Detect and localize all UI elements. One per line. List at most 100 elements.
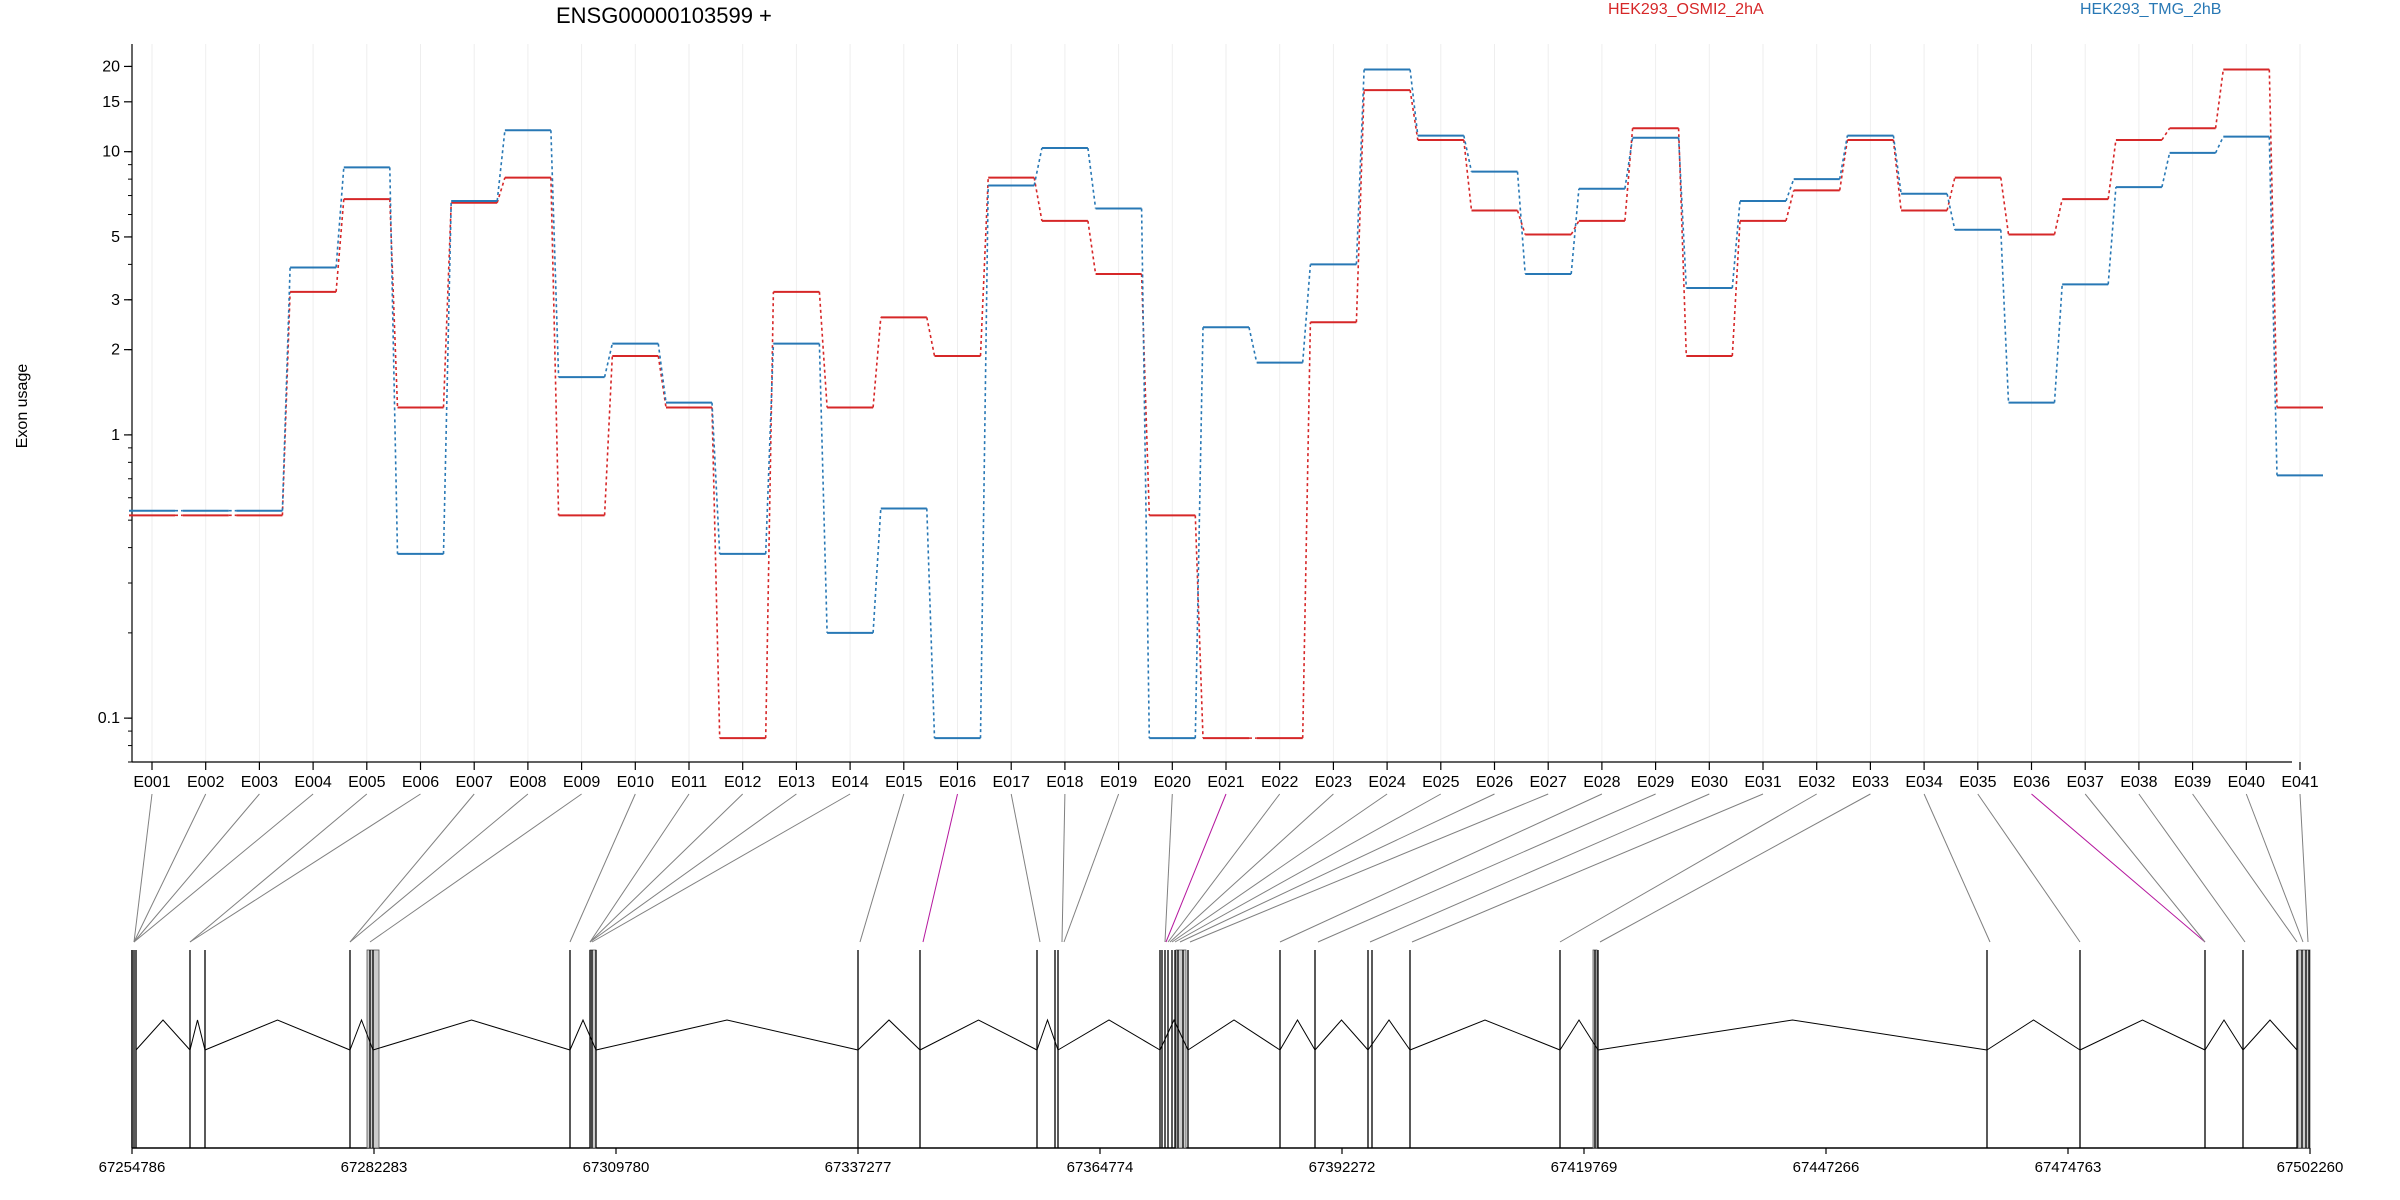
coord-label: 67309780: [583, 1159, 650, 1176]
series-connector: [1892, 139, 1902, 211]
intron: [2204, 1019, 2244, 1051]
exon-connector: [569, 793, 636, 943]
x-tick-label: E029: [1637, 774, 1674, 791]
x-tick-label: E025: [1422, 774, 1459, 791]
exon-connector: [1063, 793, 1120, 943]
exon-connector: [133, 793, 153, 943]
exon-connector: [859, 793, 905, 943]
x-tick-label: E004: [294, 774, 331, 791]
coord-label: 67392272: [1309, 1159, 1376, 1176]
x-tick-label: E007: [456, 774, 493, 791]
exon-connector: [2084, 793, 2206, 943]
x-tick-label: E019: [1100, 774, 1137, 791]
series-connector: [1409, 69, 1419, 136]
series-connector: [2161, 127, 2171, 141]
intron: [595, 1019, 859, 1051]
x-tick-label: E009: [563, 774, 600, 791]
x-tick-label: E016: [939, 774, 976, 791]
intron: [569, 1018, 597, 1051]
x-tick-label: E033: [1852, 774, 1889, 791]
exon-connector: [591, 793, 851, 943]
series-connector: [2214, 136, 2225, 154]
exon-connector: [1165, 793, 1227, 943]
intron: [1279, 1019, 1316, 1051]
exon-connector: [133, 793, 207, 943]
series-connector: [1248, 327, 1258, 363]
series-connector: [281, 291, 291, 516]
exon-connector: [1977, 793, 2081, 943]
exon-connector: [589, 793, 744, 943]
exon-connector: [189, 793, 368, 943]
coord-label: 67474763: [2035, 1159, 2102, 1176]
coord-label: 67364774: [1067, 1159, 1134, 1176]
exon-connector: [1061, 793, 1066, 943]
series-connector: [1677, 137, 1688, 289]
series-connector: [2268, 136, 2278, 476]
x-tick-label: E026: [1476, 774, 1513, 791]
series-connector: [389, 199, 399, 408]
series-connector: [496, 177, 506, 204]
series-connector: [2214, 69, 2225, 129]
chart-title: ENSG00000103599 +: [556, 3, 772, 28]
x-tick-label: E041: [2281, 774, 2318, 791]
series-connector: [2000, 229, 2010, 403]
x-axis: E001 E002 E003 E004 E005 E006 E007 E008 E009 E010…: [132, 761, 2319, 791]
series-connector: [1570, 188, 1580, 275]
exon-connector: [1279, 793, 1603, 943]
x-tick-label: E030: [1691, 774, 1728, 791]
coord-label: 67502260: [2277, 1159, 2344, 1176]
series-connector: [281, 267, 291, 511]
series-connector: [711, 402, 721, 554]
series-connector: [872, 317, 882, 408]
exon-connector: [133, 793, 260, 943]
y-tick-label: 15: [102, 94, 120, 111]
y-tick-label: 10: [102, 144, 120, 161]
series-connector: [1194, 515, 1204, 739]
coord-label: 67447266: [1793, 1159, 1860, 1176]
intron: [2079, 1019, 2206, 1051]
series-connector: [2053, 284, 2063, 403]
series-connector: [764, 291, 775, 739]
exon-connector: [369, 793, 582, 943]
series-connector: [979, 185, 989, 739]
series-connector: [1785, 178, 1795, 202]
series-connector: [1463, 139, 1473, 211]
x-tick-label: E036: [2013, 774, 2050, 791]
intron: [189, 1019, 206, 1051]
series-connector: [1301, 264, 1312, 363]
series-connector: [1892, 135, 1902, 194]
exon-connector: [922, 793, 958, 943]
exon-connector: [2192, 793, 2298, 943]
x-tick-label: E003: [241, 774, 278, 791]
x-tick-label: E018: [1046, 774, 1083, 791]
series-connector: [979, 177, 989, 356]
intron: [1986, 1019, 2081, 1051]
x-tick-label: E031: [1744, 774, 1781, 791]
series-connector: [1570, 220, 1580, 235]
x-tick-label: E028: [1583, 774, 1620, 791]
exon-block: [1175, 949, 1187, 1149]
x-tick-label: E032: [1798, 774, 1835, 791]
exon-connector: [1164, 793, 1173, 943]
series-connector: [1677, 128, 1688, 356]
series-connector: [1140, 273, 1151, 516]
exon-connector: [1599, 793, 1871, 943]
series-2: [129, 68, 2323, 740]
series-connector: [603, 343, 614, 378]
exon-connector: [1179, 793, 1495, 943]
series-connector: [711, 407, 721, 739]
series-connector: [1463, 135, 1473, 172]
series-connector: [1033, 177, 1043, 221]
y-tick-label: 1: [111, 427, 120, 444]
series-connector: [1355, 69, 1365, 265]
legend-entry-series-2: HEK293_TMG_2hB: [2080, 1, 2221, 18]
series-connector: [2000, 177, 2010, 235]
x-tick-label: E015: [885, 774, 922, 791]
series-connector: [2268, 69, 2278, 408]
intron: [919, 1019, 1038, 1051]
x-tick-label: E012: [724, 774, 761, 791]
exon-connector: [1189, 793, 1549, 943]
intron: [857, 1019, 921, 1051]
exon-connector: [1171, 793, 1388, 943]
